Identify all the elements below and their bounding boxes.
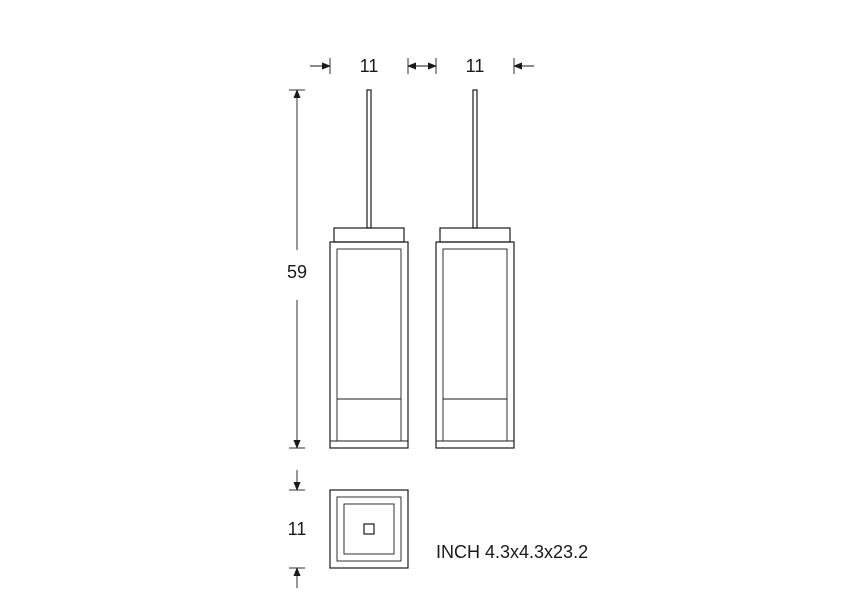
dimension-height-main: 59: [287, 90, 307, 448]
dimension-width-a-text: 11: [360, 56, 379, 76]
dimension-height-plan-text: 11: [288, 519, 307, 539]
dimension-height-plan: 11: [288, 470, 307, 588]
inch-label: INCH 4.3x4.3x23.2: [436, 542, 588, 562]
dimension-width-b-text: 11: [466, 56, 485, 76]
dimension-width-b: 11: [416, 56, 534, 76]
plan-view: [330, 490, 408, 568]
elevation-view-a: [330, 90, 408, 448]
dimension-width-a: 11: [310, 56, 428, 76]
dimension-height-main-text: 59: [287, 262, 307, 282]
technical-drawing-canvas: 11 11 59: [0, 0, 865, 600]
elevation-view-b: [436, 90, 514, 448]
